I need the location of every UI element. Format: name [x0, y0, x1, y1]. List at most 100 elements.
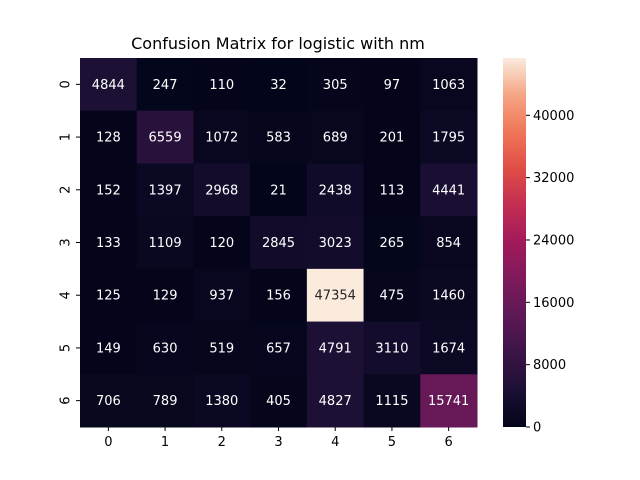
- heatmap-cell: [136, 374, 194, 428]
- heatmap-cell: [363, 110, 421, 164]
- colorbar-tick-label: 0: [533, 421, 541, 436]
- heatmap-cell: [193, 110, 251, 164]
- heatmap-cell: [80, 268, 138, 323]
- heatmap-cell: [363, 58, 421, 112]
- cell-value-label: 1115: [375, 394, 408, 409]
- cell-value-label: 1397: [149, 183, 182, 198]
- cell-value-label: 15741: [428, 394, 469, 409]
- cell-value-label: 475: [380, 289, 405, 304]
- y-tick-label: 0: [59, 80, 74, 88]
- heatmap-cell: [136, 163, 194, 217]
- cell-value-label: 3110: [375, 341, 408, 356]
- cell-value-label: 2438: [319, 183, 352, 198]
- heatmap-cell: [420, 216, 478, 270]
- heatmap-cell: [80, 58, 138, 112]
- x-tick-label: 4: [331, 435, 339, 450]
- colorbar-tick-label: 32000: [533, 171, 574, 186]
- heatmap-cell: [193, 374, 251, 428]
- heatmap-cell: [250, 374, 308, 428]
- x-axis: 0 1 2 3 4 5 6: [104, 427, 453, 450]
- y-tick-label: 6: [59, 397, 74, 405]
- cell-value-label: 1795: [432, 131, 465, 146]
- heatmap-cell: [136, 268, 194, 323]
- x-tick-label: 2: [218, 435, 226, 450]
- x-tick-label: 3: [274, 435, 282, 450]
- cell-value-label: 133: [96, 236, 121, 251]
- colorbar-tick-label: 40000: [533, 109, 574, 124]
- cell-value-label: 152: [96, 183, 121, 198]
- cell-value-label: 4827: [319, 394, 352, 409]
- y-tick-label: 1: [59, 133, 74, 141]
- heatmap-cell: [250, 58, 308, 112]
- x-tick-label: 5: [388, 435, 396, 450]
- heatmap-cell: [80, 374, 138, 428]
- cell-value-label: 305: [323, 78, 348, 93]
- heatmap-cell: [420, 374, 478, 428]
- heatmap-cell: [250, 163, 308, 217]
- cell-value-label: 201: [380, 131, 405, 146]
- heatmap-cell: [136, 216, 194, 270]
- y-tick-label: 4: [59, 291, 74, 299]
- x-tick-label: 0: [104, 435, 112, 450]
- cell-value-label: 706: [96, 394, 121, 409]
- y-tick-label: 3: [59, 238, 74, 246]
- heatmap-cell: [306, 58, 365, 112]
- cell-value-label: 405: [266, 394, 291, 409]
- heatmap-cell: [193, 321, 251, 375]
- heatmap-cell: [250, 110, 308, 164]
- colorbar-tick-label: 16000: [533, 296, 574, 311]
- cell-value-label: 32: [270, 78, 287, 93]
- cell-value-label: 47354: [315, 289, 356, 304]
- cell-value-label: 97: [384, 78, 401, 93]
- cell-value-label: 1674: [432, 341, 465, 356]
- chart-title: Confusion Matrix for logistic with nm: [131, 34, 425, 53]
- cell-value-label: 129: [153, 289, 178, 304]
- cell-value-label: 689: [323, 131, 348, 146]
- heatmap-cell: [80, 110, 138, 164]
- cell-value-label: 125: [96, 289, 121, 304]
- heatmap-cell: [193, 163, 251, 217]
- heatmap-cell: [306, 268, 365, 323]
- cell-value-label: 1460: [432, 289, 465, 304]
- heatmap-cell: [420, 268, 478, 323]
- cell-value-label: 854: [436, 236, 461, 251]
- y-axis: 0 1 2 3 4 5 6: [59, 80, 80, 405]
- heatmap-cell: [250, 268, 308, 323]
- cell-value-label: 1072: [205, 131, 238, 146]
- cell-value-label: 120: [209, 236, 234, 251]
- colorbar: 0 8000 16000 24000 32000 40000: [503, 58, 574, 436]
- heatmap-cell: [420, 321, 478, 375]
- heatmap-cell: [420, 58, 478, 112]
- cell-value-label: 149: [96, 341, 121, 356]
- heatmap-cell: [306, 110, 365, 164]
- heatmap-cell: [306, 216, 365, 270]
- cell-value-label: 1380: [205, 394, 238, 409]
- x-tick-label: 6: [445, 435, 453, 450]
- heatmap-cell: [306, 321, 365, 375]
- heatmap-cell: [250, 216, 308, 270]
- cell-value-label: 4791: [319, 341, 352, 356]
- heatmap-cell: [80, 163, 138, 217]
- y-tick-label: 5: [59, 344, 74, 352]
- heatmap-cell: [193, 216, 251, 270]
- heatmap-cell: [80, 216, 138, 270]
- cell-value-label: 3023: [319, 236, 352, 251]
- heatmap-cell: [306, 163, 365, 217]
- heatmap-cell: [136, 58, 194, 112]
- heatmap-cell: [420, 110, 478, 164]
- heatmap-cell: [193, 268, 251, 323]
- cell-value-label: 2968: [205, 183, 238, 198]
- cell-value-label: 583: [266, 131, 291, 146]
- heatmap-cell: [193, 58, 251, 112]
- cell-value-label: 4844: [92, 78, 125, 93]
- heatmap-cells: 4844 247 110 32 305 97 1063 128 6559 1072 583 689 20…: [80, 58, 478, 428]
- heatmap-cell: [136, 321, 194, 375]
- colorbar-tick-label: 24000: [533, 233, 574, 248]
- cell-value-label: 21: [270, 183, 287, 198]
- colorbar-gradient: [503, 58, 526, 427]
- cell-value-label: 128: [96, 131, 121, 146]
- cell-value-label: 937: [209, 289, 234, 304]
- heatmap-cell: [250, 321, 308, 375]
- cell-value-label: 1063: [432, 78, 465, 93]
